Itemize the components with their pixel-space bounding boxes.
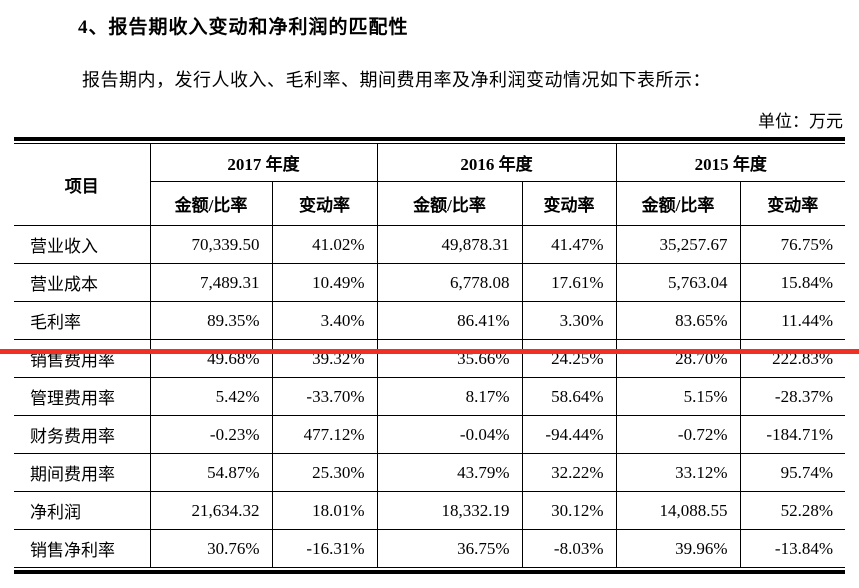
cell-value: -13.84%	[739, 529, 845, 568]
cell-value: 3.40%	[271, 301, 378, 340]
header-sub-0-amount: 金额/比率	[150, 181, 273, 226]
cell-value: 10.49%	[271, 263, 378, 302]
cell-value: 3.30%	[521, 301, 617, 340]
header-sub-0-change: 变动率	[271, 181, 378, 226]
cell-value: 54.87%	[149, 453, 273, 492]
cell-value: -16.31%	[271, 529, 378, 568]
row-label: 销售费用率	[14, 339, 151, 378]
header-sub-2-amount: 金额/比率	[615, 181, 741, 226]
cell-value: 18.01%	[271, 491, 378, 530]
cell-value: 30.12%	[521, 491, 617, 530]
row-label: 管理费用率	[14, 377, 151, 416]
cell-value: 58.64%	[521, 377, 617, 416]
cell-value: 8.17%	[376, 377, 523, 416]
cell-value: 5.15%	[615, 377, 741, 416]
table-row: 毛利率 89.35% 3.40% 86.41% 3.30% 83.65% 11.44%	[14, 301, 845, 340]
cell-value: -0.04%	[376, 415, 523, 454]
document-page: { "page": { "section_title": "4、报告期收入变动和…	[0, 12, 859, 588]
table-row: 营业成本 7,489.31 10.49% 6,778.08 17.61% 5,763.04…	[14, 263, 845, 302]
intro-paragraph: 报告期内，发行人收入、毛利率、期间费用率及净利润变动情况如下表所示：	[82, 70, 711, 90]
table-row: 营业收入 70,339.50 41.02% 49,878.31 41.47% 35,257…	[14, 225, 845, 264]
row-label: 期间费用率	[14, 453, 151, 492]
table-row: 财务费用率 -0.23% 477.12% -0.04% -94.44% -0.72% -18…	[14, 415, 845, 454]
header-year-2: 2015 年度	[615, 143, 845, 182]
unit-label: 单位：万元	[758, 112, 843, 131]
table-body: 营业收入 70,339.50 41.02% 49,878.31 41.47% 35,257…	[14, 225, 845, 568]
cell-value: -0.23%	[149, 415, 273, 454]
cell-value: 39.96%	[615, 529, 741, 568]
cell-value: 6,778.08	[376, 263, 523, 302]
cell-value: 477.12%	[271, 415, 378, 454]
cell-value: 25.30%	[271, 453, 378, 492]
cell-value: 21,634.32	[149, 491, 273, 530]
header-year-1: 2016 年度	[376, 143, 617, 182]
cell-value: 52.28%	[739, 491, 845, 530]
cell-value: 5,763.04	[615, 263, 741, 302]
cell-value: 89.35%	[149, 301, 273, 340]
cell-value: -0.72%	[615, 415, 741, 454]
cell-value: -33.70%	[271, 377, 378, 416]
cell-value: 39.32%	[271, 339, 378, 378]
header-year-0: 2017 年度	[149, 143, 378, 182]
row-label: 财务费用率	[14, 415, 151, 454]
header-sub-1-amount: 金额/比率	[376, 181, 523, 226]
table-row: 销售净利率 30.76% -16.31% 36.75% -8.03% 39.96% -13.…	[14, 529, 845, 568]
cell-value: 33.12%	[615, 453, 741, 492]
cell-value: 49.68%	[149, 339, 273, 378]
table-row: 期间费用率 54.87% 25.30% 43.79% 32.22% 33.12% 95.74…	[14, 453, 845, 492]
header-item: 项目	[14, 143, 151, 226]
cell-value: 30.76%	[149, 529, 273, 568]
cell-value: 76.75%	[739, 225, 845, 264]
cell-value: -184.71%	[739, 415, 845, 454]
financial-comparison-table: 项目 2017 年度 2016 年度 2015 年度 金额/比率 变动率 金额/比率 变动率金…	[14, 143, 845, 568]
cell-value: 70,339.50	[149, 225, 273, 264]
financial-table-frame: 项目 2017 年度 2016 年度 2015 年度 金额/比率 变动率 金额/比率 变动率金…	[14, 137, 845, 574]
header-sub-1-change: 变动率	[521, 181, 617, 226]
row-label: 营业收入	[14, 225, 151, 264]
cell-value: 11.44%	[739, 301, 845, 340]
header-row-years: 项目 2017 年度 2016 年度 2015 年度	[14, 143, 845, 226]
cell-value: 41.47%	[521, 225, 617, 264]
cell-value: 28.70%	[615, 339, 741, 378]
cell-value: 35.66%	[376, 339, 523, 378]
table-row: 销售费用率 49.68% 39.32% 35.66% 24.25% 28.70% 222.8…	[14, 339, 845, 378]
cell-value: 83.65%	[615, 301, 741, 340]
cell-value: 35,257.67	[615, 225, 741, 264]
header-sub-2-change: 变动率	[739, 181, 845, 226]
cell-value: 15.84%	[739, 263, 845, 302]
cell-value: 86.41%	[376, 301, 523, 340]
table-row: 净利润 21,634.32 18.01% 18,332.19 30.12% 14,088.…	[14, 491, 845, 530]
row-label: 销售净利率	[14, 529, 151, 568]
cell-value: 41.02%	[271, 225, 378, 264]
cell-value: -8.03%	[521, 529, 617, 568]
cell-value: -28.37%	[739, 377, 845, 416]
cell-value: 24.25%	[521, 339, 617, 378]
cell-value: 49,878.31	[376, 225, 523, 264]
table-header: 项目 2017 年度 2016 年度 2015 年度 金额/比率 变动率 金额/比率 变动率金…	[14, 143, 845, 226]
cell-value: 14,088.55	[615, 491, 741, 530]
cell-value: 7,489.31	[149, 263, 273, 302]
cell-value: 5.42%	[149, 377, 273, 416]
cell-value: 32.22%	[521, 453, 617, 492]
row-label: 营业成本	[14, 263, 151, 302]
row-label: 毛利率	[14, 301, 151, 340]
cell-value: 36.75%	[376, 529, 523, 568]
section-title: 4、报告期收入变动和净利润的匹配性	[78, 17, 409, 38]
cell-value: -94.44%	[521, 415, 617, 454]
cell-value: 222.83%	[739, 339, 845, 378]
cell-value: 18,332.19	[376, 491, 523, 530]
cell-value: 43.79%	[376, 453, 523, 492]
table-row: 管理费用率 5.42% -33.70% 8.17% 58.64% 5.15% -28.37%	[14, 377, 845, 416]
cell-value: 95.74%	[739, 453, 845, 492]
cell-value: 17.61%	[521, 263, 617, 302]
row-label: 净利润	[14, 491, 151, 530]
highlight-underline	[0, 349, 859, 354]
